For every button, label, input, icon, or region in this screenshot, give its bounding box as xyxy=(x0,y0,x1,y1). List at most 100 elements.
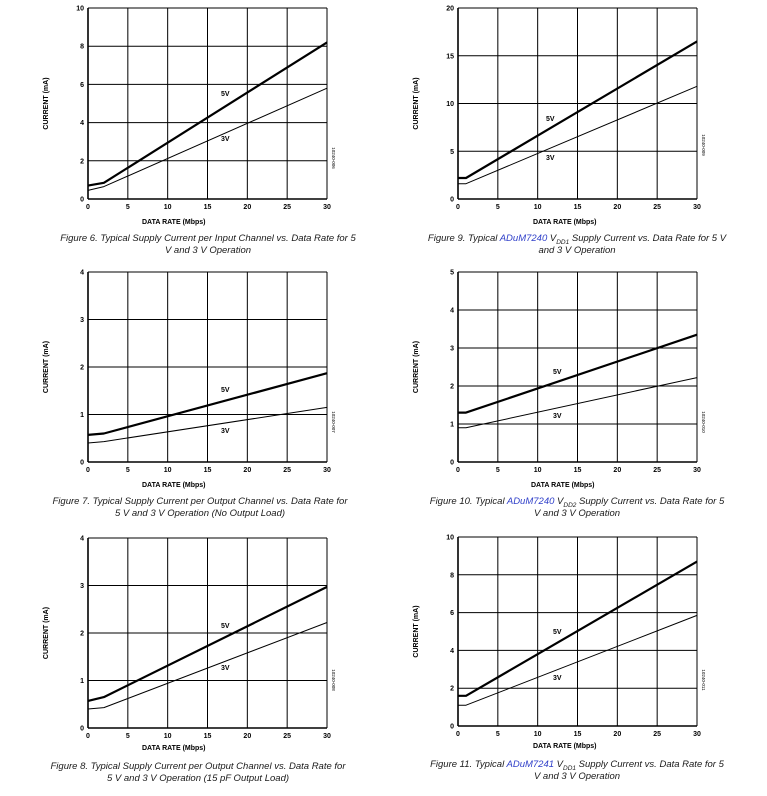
figure-11-caption-sub: DD1 xyxy=(563,764,577,772)
figure-8-caption: Figure 8. Typical Supply Current per Out… xyxy=(50,761,346,784)
series-label-3v: 3V xyxy=(546,155,555,162)
y-tick-label: 0 xyxy=(450,724,454,731)
y-tick-label: 3 xyxy=(80,583,84,590)
x-tick-label: 0 xyxy=(456,731,460,738)
figure-10-caption-sub: DD2 xyxy=(563,501,577,509)
figure-10-caption-v: V xyxy=(554,496,564,507)
x-tick-label: 0 xyxy=(86,733,90,740)
x-tick-label: 20 xyxy=(613,204,621,211)
y-tick-label: 2 xyxy=(450,686,454,693)
y-tick-label: 3 xyxy=(80,317,84,324)
x-tick-label: 30 xyxy=(693,204,701,211)
y-tick-label: 4 xyxy=(80,120,84,127)
x-tick-label: 10 xyxy=(534,204,542,211)
series-label-5v: 5V xyxy=(221,91,230,98)
y-axis-label: CURRENT (mA) xyxy=(413,341,420,393)
x-tick-label: 30 xyxy=(323,204,331,211)
series-line-3v xyxy=(458,614,698,706)
y-tick-label: 2 xyxy=(80,631,84,638)
series-label-3v: 3V xyxy=(221,428,230,435)
x-tick-label: 20 xyxy=(243,467,251,474)
y-tick-label: 6 xyxy=(450,610,454,617)
y-tick-label: 8 xyxy=(80,44,84,51)
y-tick-label: 15 xyxy=(446,53,454,60)
x-tick-label: 15 xyxy=(204,204,212,211)
figure-7-chart: 0 5 10 15 20 25 30 0 1 2 3 4 DATA RATE (Mbps) CURRENT… xyxy=(43,270,336,490)
y-tick-label: 2 xyxy=(80,158,84,165)
y-axis-label: CURRENT (mA) xyxy=(43,607,50,659)
series-label-5v: 5V xyxy=(553,369,562,376)
figure-11-caption-pre: Figure 11. Typical xyxy=(430,759,507,770)
x-tick-label: 25 xyxy=(653,467,661,474)
figure-7-caption: Figure 7. Typical Supply Current per Out… xyxy=(52,496,348,519)
x-tick-label: 25 xyxy=(283,467,291,474)
y-tick-label: 1 xyxy=(80,678,84,685)
series-label-3v: 3V xyxy=(221,136,230,143)
figure-11-chart: 0 5 10 15 20 25 30 0 2 4 6 8 10 DATA RATE (Mbps) CURRE… xyxy=(413,535,706,751)
x-axis-label: DATA RATE (Mbps) xyxy=(533,219,597,226)
x-tick-label: 5 xyxy=(126,467,130,474)
y-tick-label: 0 xyxy=(80,197,84,204)
x-tick-label: 0 xyxy=(456,204,460,211)
figure-id: 10240-007 xyxy=(331,411,336,433)
x-tick-label: 25 xyxy=(653,731,661,738)
series-label-3v: 3V xyxy=(553,675,562,682)
figure-9-caption-pre: Figure 9. Typical xyxy=(427,233,500,244)
figure-6-chart: 0 5 10 15 20 25 30 0 2 4 6 8 10 DATA RATE (Mbps) CURRE… xyxy=(43,6,336,227)
series-line-3v xyxy=(87,622,328,710)
y-tick-label: 8 xyxy=(450,572,454,579)
x-tick-label: 10 xyxy=(534,467,542,474)
series-line-3v xyxy=(458,85,698,185)
y-tick-label: 6 xyxy=(80,82,84,89)
series-line-5v xyxy=(87,41,328,187)
figure-9-panel: 0 5 10 15 20 25 30 0 5 10 15 20 DATA RATE (Mbps) CURR… xyxy=(383,0,767,262)
figure-9-caption-sub: DD1 xyxy=(556,238,570,246)
figure-9-caption: Figure 9. Typical ADuM7240 VDD1 Supply C… xyxy=(427,233,727,257)
x-axis-label: DATA RATE (Mbps) xyxy=(142,745,206,752)
x-tick-label: 15 xyxy=(574,204,582,211)
y-tick-label: 0 xyxy=(80,726,84,733)
x-tick-label: 5 xyxy=(496,467,500,474)
y-tick-label: 20 xyxy=(446,6,454,13)
figure-6-panel: 0 5 10 15 20 25 30 0 2 4 6 8 10 DATA RATE (Mbps) CURRE… xyxy=(0,0,383,262)
x-tick-label: 15 xyxy=(574,467,582,474)
figure-10-chart: 0 5 10 15 20 25 30 0 1 2 3 4 5 DATA RATE (Mbps) CURREN… xyxy=(413,270,706,490)
x-tick-label: 10 xyxy=(164,467,172,474)
y-tick-label: 0 xyxy=(450,460,454,467)
y-tick-label: 0 xyxy=(80,460,84,467)
figure-7-panel: 0 5 10 15 20 25 30 0 1 2 3 4 DATA RATE (Mbps) CURRENT… xyxy=(0,262,383,530)
y-tick-label: 1 xyxy=(80,412,84,419)
x-axis-label: DATA RATE (Mbps) xyxy=(142,482,206,489)
figure-8-chart: 0 5 10 15 20 25 30 0 1 2 3 4 DATA RATE (Mbps) CURRENT… xyxy=(43,536,336,753)
x-tick-label: 15 xyxy=(574,731,582,738)
figure-11-caption-product: ADuM7241 xyxy=(506,759,555,770)
figure-10-caption-product: ADuM7240 xyxy=(506,496,555,507)
x-tick-label: 10 xyxy=(534,731,542,738)
figure-6-caption: Figure 6. Typical Supply Current per Inp… xyxy=(60,233,356,256)
x-tick-label: 20 xyxy=(613,467,621,474)
series-line-5v xyxy=(458,40,698,180)
x-tick-label: 15 xyxy=(204,733,212,740)
figure-id: 10240-010 xyxy=(701,411,706,433)
figure-11-caption-post: Supply Current vs. Data Rate for 5 V and… xyxy=(533,759,724,782)
figure-9-caption-v: V xyxy=(547,233,557,244)
x-tick-label: 30 xyxy=(693,731,701,738)
series-label-5v: 5V xyxy=(221,623,230,630)
figure-id: 10240-006 xyxy=(331,147,336,169)
figure-10-panel: 0 5 10 15 20 25 30 0 1 2 3 4 5 DATA RATE (Mbps) CURREN… xyxy=(383,262,767,530)
y-tick-label: 10 xyxy=(76,6,84,13)
x-tick-label: 25 xyxy=(653,204,661,211)
figure-9-caption-post: Supply Current vs. Data Rate for 5 V and… xyxy=(538,233,727,256)
y-axis-label: CURRENT (mA) xyxy=(413,605,420,657)
x-tick-label: 10 xyxy=(164,204,172,211)
x-axis-label: DATA RATE (Mbps) xyxy=(142,219,206,226)
figure-11-caption-v: V xyxy=(554,759,564,770)
figure-11-caption: Figure 11. Typical ADuM7241 VDD1 Supply … xyxy=(427,759,727,783)
figure-10-caption-post: Supply Current vs. Data Rate for 5 V and… xyxy=(533,496,725,519)
x-tick-label: 20 xyxy=(243,204,251,211)
x-tick-label: 15 xyxy=(204,467,212,474)
figure-id: 10240-008 xyxy=(331,669,336,691)
x-tick-label: 25 xyxy=(283,204,291,211)
y-tick-label: 4 xyxy=(80,270,84,277)
figure-10-caption-pre: Figure 10. Typical xyxy=(429,496,507,507)
